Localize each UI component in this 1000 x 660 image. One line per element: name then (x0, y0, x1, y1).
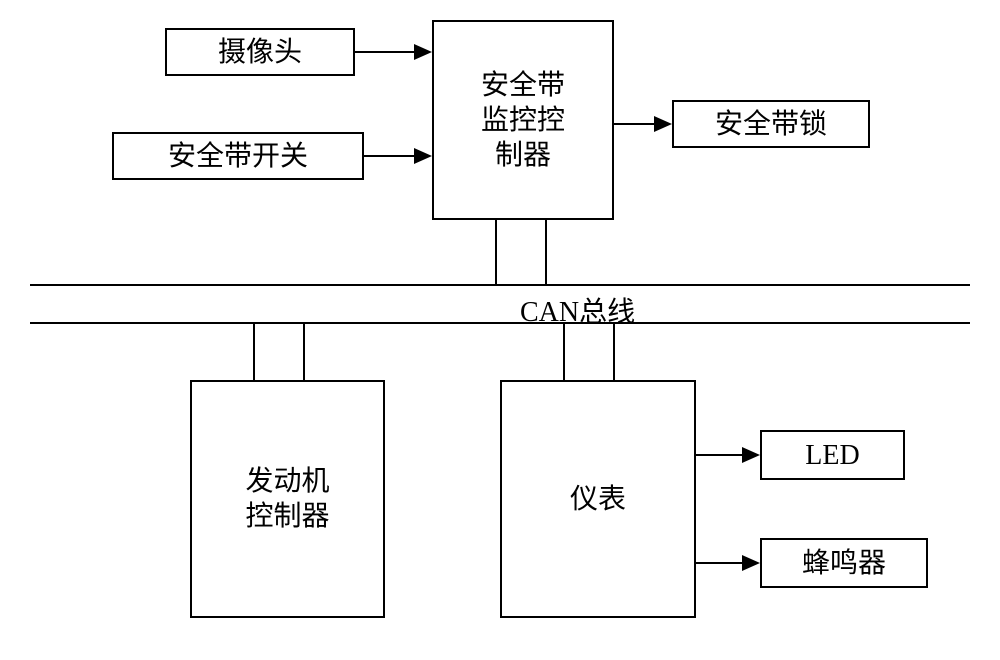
arrow-meter-to-buzzer (0, 0, 1000, 660)
diagram-canvas: 摄像头 安全带开关 安全带 监控控 制器 安全带锁 发动机 控制器 仪表 LED… (0, 0, 1000, 660)
